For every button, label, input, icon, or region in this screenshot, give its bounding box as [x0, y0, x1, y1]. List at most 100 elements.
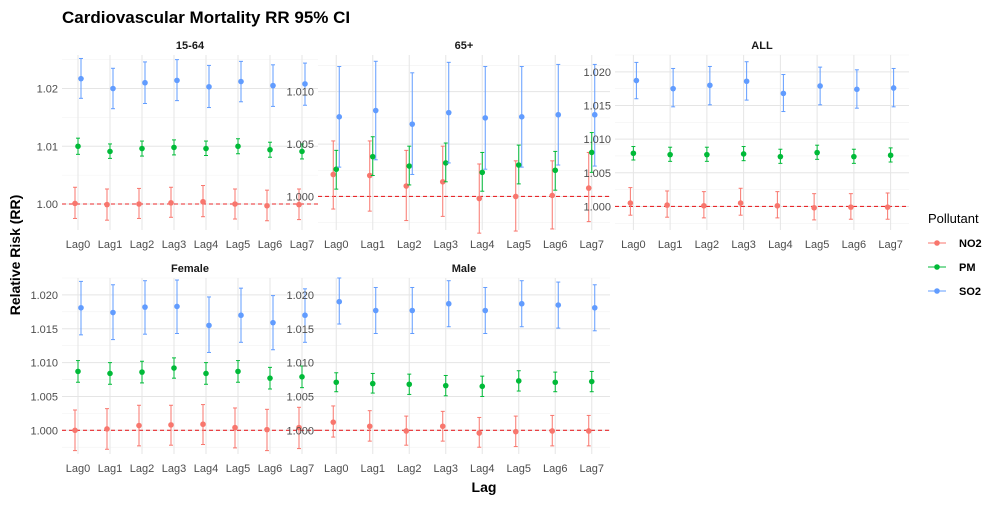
- panel-strip-label: ALL: [751, 40, 773, 52]
- x-tick-label: Lag4: [768, 239, 792, 251]
- x-tick-label: Lag7: [580, 239, 604, 251]
- data-point: [704, 151, 710, 158]
- data-point: [206, 322, 212, 329]
- data-point: [75, 143, 81, 150]
- data-point: [296, 201, 302, 208]
- data-point: [299, 374, 305, 380]
- data-point: [409, 121, 416, 127]
- data-point: [107, 148, 113, 155]
- y-tick-label: 1.020: [286, 290, 314, 302]
- data-point: [171, 144, 177, 151]
- data-point: [142, 79, 148, 86]
- y-tick-label: 1.015: [30, 324, 58, 336]
- data-point: [110, 309, 116, 316]
- legend-entry-so2: SO2: [928, 286, 981, 298]
- y-tick-label: 1.000: [583, 201, 611, 213]
- y-tick-label: 1.015: [583, 100, 611, 112]
- data-point: [203, 145, 209, 152]
- x-tick-label: Lag4: [194, 463, 218, 475]
- data-point: [232, 424, 238, 431]
- chart-title: Cardiovascular Mortality RR 95% CI: [62, 8, 350, 27]
- data-point: [887, 152, 894, 159]
- data-point: [330, 171, 337, 178]
- data-point: [203, 370, 209, 377]
- x-tick-label: Lag5: [226, 239, 250, 251]
- series-so2: [633, 61, 897, 113]
- legend-title: Pollutant: [928, 211, 979, 226]
- data-point: [814, 149, 820, 156]
- data-point: [369, 153, 376, 160]
- series-so2: [336, 277, 598, 335]
- data-point: [633, 77, 640, 84]
- series-so2: [336, 60, 598, 175]
- data-point: [78, 75, 84, 82]
- x-tick-label: Lag7: [290, 463, 314, 475]
- x-tick-label: Lag7: [580, 463, 604, 475]
- x-tick-label: Lag4: [470, 239, 494, 251]
- data-point: [406, 163, 413, 169]
- y-tick-label: 1.010: [583, 134, 611, 146]
- series-pm: [333, 370, 595, 397]
- panel-15-64: 15-64 1.00 1.01 1.02 Lag0 Lag1 Lag2 Lag3 Lag4 Lag…: [37, 40, 318, 251]
- x-tick-label: Lag4: [470, 463, 494, 475]
- legend: Pollutant NO2 PM SO2: [928, 211, 982, 298]
- x-tick-label: Lag2: [397, 239, 421, 251]
- legend-key-point: [934, 264, 940, 270]
- data-point: [299, 148, 305, 155]
- data-point: [482, 307, 489, 314]
- data-point: [302, 312, 308, 319]
- data-point: [330, 419, 337, 425]
- data-point: [518, 114, 525, 120]
- panel-65: 65+ 1.000 1.005 1.010 Lag0 Lag1 Lag2 Lag3 Lag4 La…: [286, 40, 610, 251]
- data-point: [168, 200, 174, 206]
- data-point: [585, 428, 592, 434]
- data-point: [439, 423, 446, 430]
- x-tick-label: Lag5: [507, 463, 531, 475]
- data-point: [235, 368, 241, 375]
- data-point: [780, 90, 787, 97]
- data-point: [482, 115, 489, 121]
- data-point: [515, 162, 522, 168]
- data-point: [670, 85, 676, 92]
- data-point: [588, 149, 595, 156]
- data-point: [667, 151, 673, 158]
- data-point: [72, 200, 78, 207]
- x-tick-label: Lag3: [434, 463, 458, 475]
- data-point: [591, 111, 598, 118]
- data-point: [238, 312, 244, 319]
- data-point: [270, 82, 276, 89]
- data-point: [848, 204, 854, 210]
- data-point: [206, 83, 212, 90]
- data-point: [777, 153, 784, 160]
- x-tick-label: Lag5: [805, 239, 829, 251]
- series-no2: [72, 185, 302, 222]
- data-point: [552, 379, 559, 386]
- data-point: [136, 201, 142, 207]
- data-point: [372, 107, 379, 114]
- data-point: [555, 111, 562, 118]
- data-point: [72, 427, 78, 434]
- y-tick-label: 1.005: [30, 391, 58, 403]
- data-point: [174, 303, 180, 310]
- data-point: [445, 109, 452, 116]
- data-point: [743, 78, 750, 85]
- data-point: [302, 81, 308, 87]
- x-tick-label: Lag6: [258, 239, 282, 251]
- legend-label: NO2: [959, 238, 982, 250]
- y-tick-label: 1.00: [37, 199, 58, 211]
- x-tick-label: Lag3: [434, 239, 458, 251]
- data-point: [627, 200, 634, 206]
- data-point: [442, 160, 449, 166]
- y-tick-label: 1.01: [37, 141, 58, 153]
- legend-key-point: [934, 288, 940, 294]
- y-tick-label: 1.000: [30, 425, 58, 437]
- data-point: [104, 201, 110, 208]
- x-tick-label: Lag5: [507, 239, 531, 251]
- data-point: [264, 202, 270, 209]
- y-tick-label: 1.000: [286, 191, 314, 203]
- series-so2: [78, 57, 308, 110]
- data-point: [479, 383, 486, 390]
- data-point: [552, 167, 559, 174]
- y-tick-label: 1.005: [286, 139, 314, 151]
